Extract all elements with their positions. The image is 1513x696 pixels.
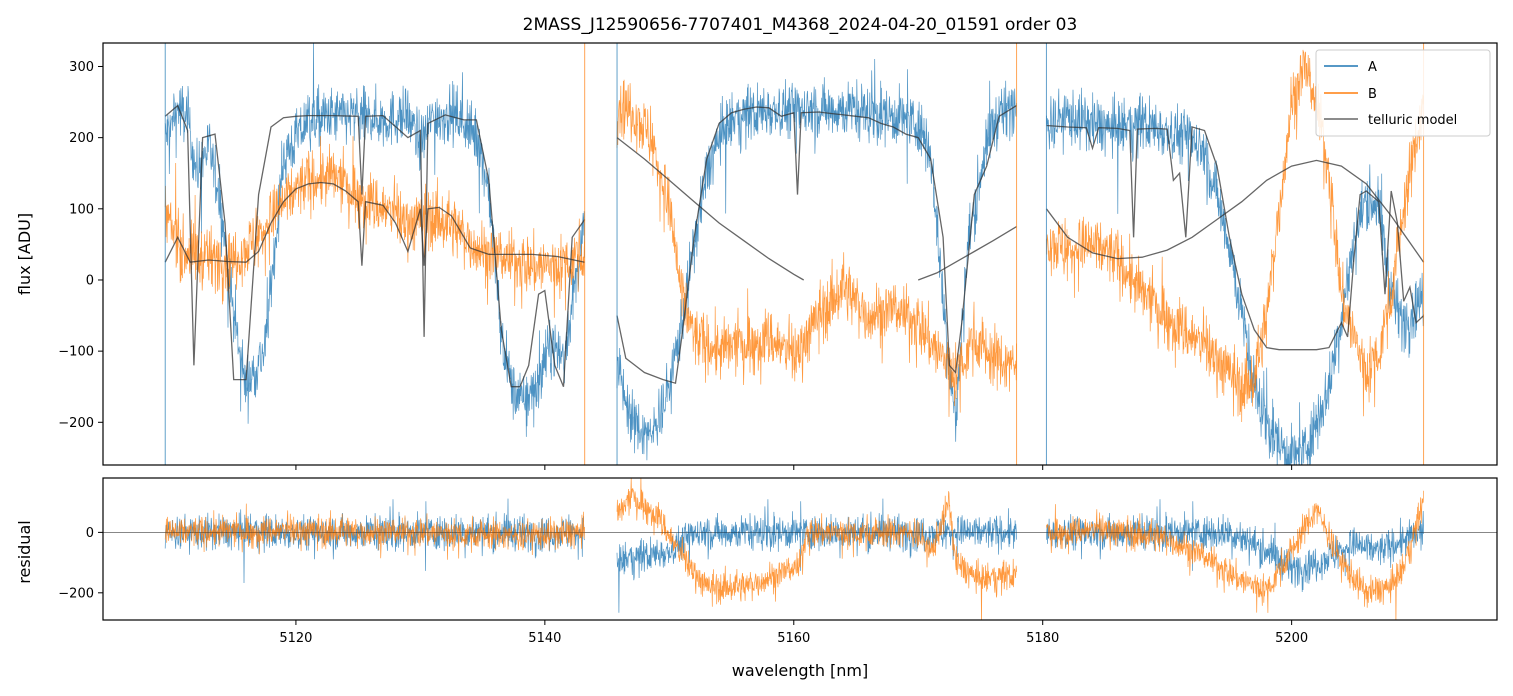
- x-axis: 5120 5140 5160 5180 5200: [279, 620, 1308, 646]
- flux-panel: 300 200 100 0 −100 −200 flux [ADU] A B tellur…: [15, 42, 1498, 470]
- x-tick-label: 5160: [777, 631, 810, 646]
- flux-y-tick-label: 100: [69, 202, 94, 217]
- x-tick-label: 5200: [1275, 631, 1308, 646]
- telluric-model-model-b-3: [1045, 159, 1425, 263]
- series-a-segment-2: [616, 58, 1017, 461]
- series-b-segment-3: [1046, 49, 1424, 423]
- x-tick-label: 5120: [279, 631, 312, 646]
- residual-y-axis-label: residual: [15, 520, 34, 583]
- flux-y-tick-label: −100: [58, 345, 94, 360]
- flux-y-tick-label: 0: [86, 273, 94, 288]
- flux-data-area: [164, 43, 1425, 465]
- series-b-segment-2: [616, 79, 1017, 417]
- residual-panel-frame: [102, 477, 1498, 621]
- flux-y-axis-label: flux [ADU]: [15, 213, 34, 295]
- x-tick-label: 5140: [528, 631, 561, 646]
- telluric-model-model-b-2: [616, 137, 805, 281]
- flux-panel-frame: [102, 42, 1498, 466]
- legend: A B telluric model: [1315, 49, 1491, 137]
- telluric-model-model-a-1: [164, 104, 586, 388]
- flux-y-tick-label: 300: [69, 60, 94, 75]
- residual-y-tick-label: 0: [86, 526, 94, 541]
- residual-a-segment-3: [1046, 499, 1424, 593]
- flux-y-tick-label: −200: [58, 416, 94, 431]
- residual-b-segment-1: [164, 503, 585, 560]
- series-a-segment-3: [1046, 87, 1424, 465]
- telluric-model-model-a-3: [1046, 124, 1425, 351]
- series-a-segment-1: [164, 43, 585, 437]
- residual-y-tick-label: −200: [58, 586, 94, 601]
- series-b-segment-1: [164, 136, 585, 318]
- telluric-model-model-b-1: [164, 181, 585, 266]
- residual-b-segment-2: [616, 478, 1017, 620]
- legend-label-a: A: [1368, 60, 1377, 75]
- x-tick-label: 5180: [1026, 631, 1059, 646]
- telluric-model-model-b2-2: [917, 226, 1017, 281]
- flux-x-tick-marks: [295, 465, 1293, 470]
- flux-y-tick-label: 200: [69, 131, 94, 146]
- x-axis-label: wavelength [nm]: [732, 661, 869, 680]
- chart-title: 2MASS_J12590656-7707401_M4368_2024-04-20…: [523, 15, 1078, 35]
- telluric-model-model-a-2: [616, 105, 1017, 385]
- residual-data-area: [103, 478, 1497, 620]
- residual-panel: 0 −200 5120 5140 5160 5180 5200 residual wave…: [15, 477, 1498, 680]
- legend-box: [1315, 49, 1491, 137]
- residual-y-axis: 0 −200: [58, 526, 103, 601]
- flux-y-axis: 300 200 100 0 −100 −200: [58, 60, 103, 431]
- residual-b-segment-3: [1046, 490, 1424, 620]
- legend-label-b: B: [1368, 87, 1377, 102]
- legend-label-model: telluric model: [1368, 113, 1457, 128]
